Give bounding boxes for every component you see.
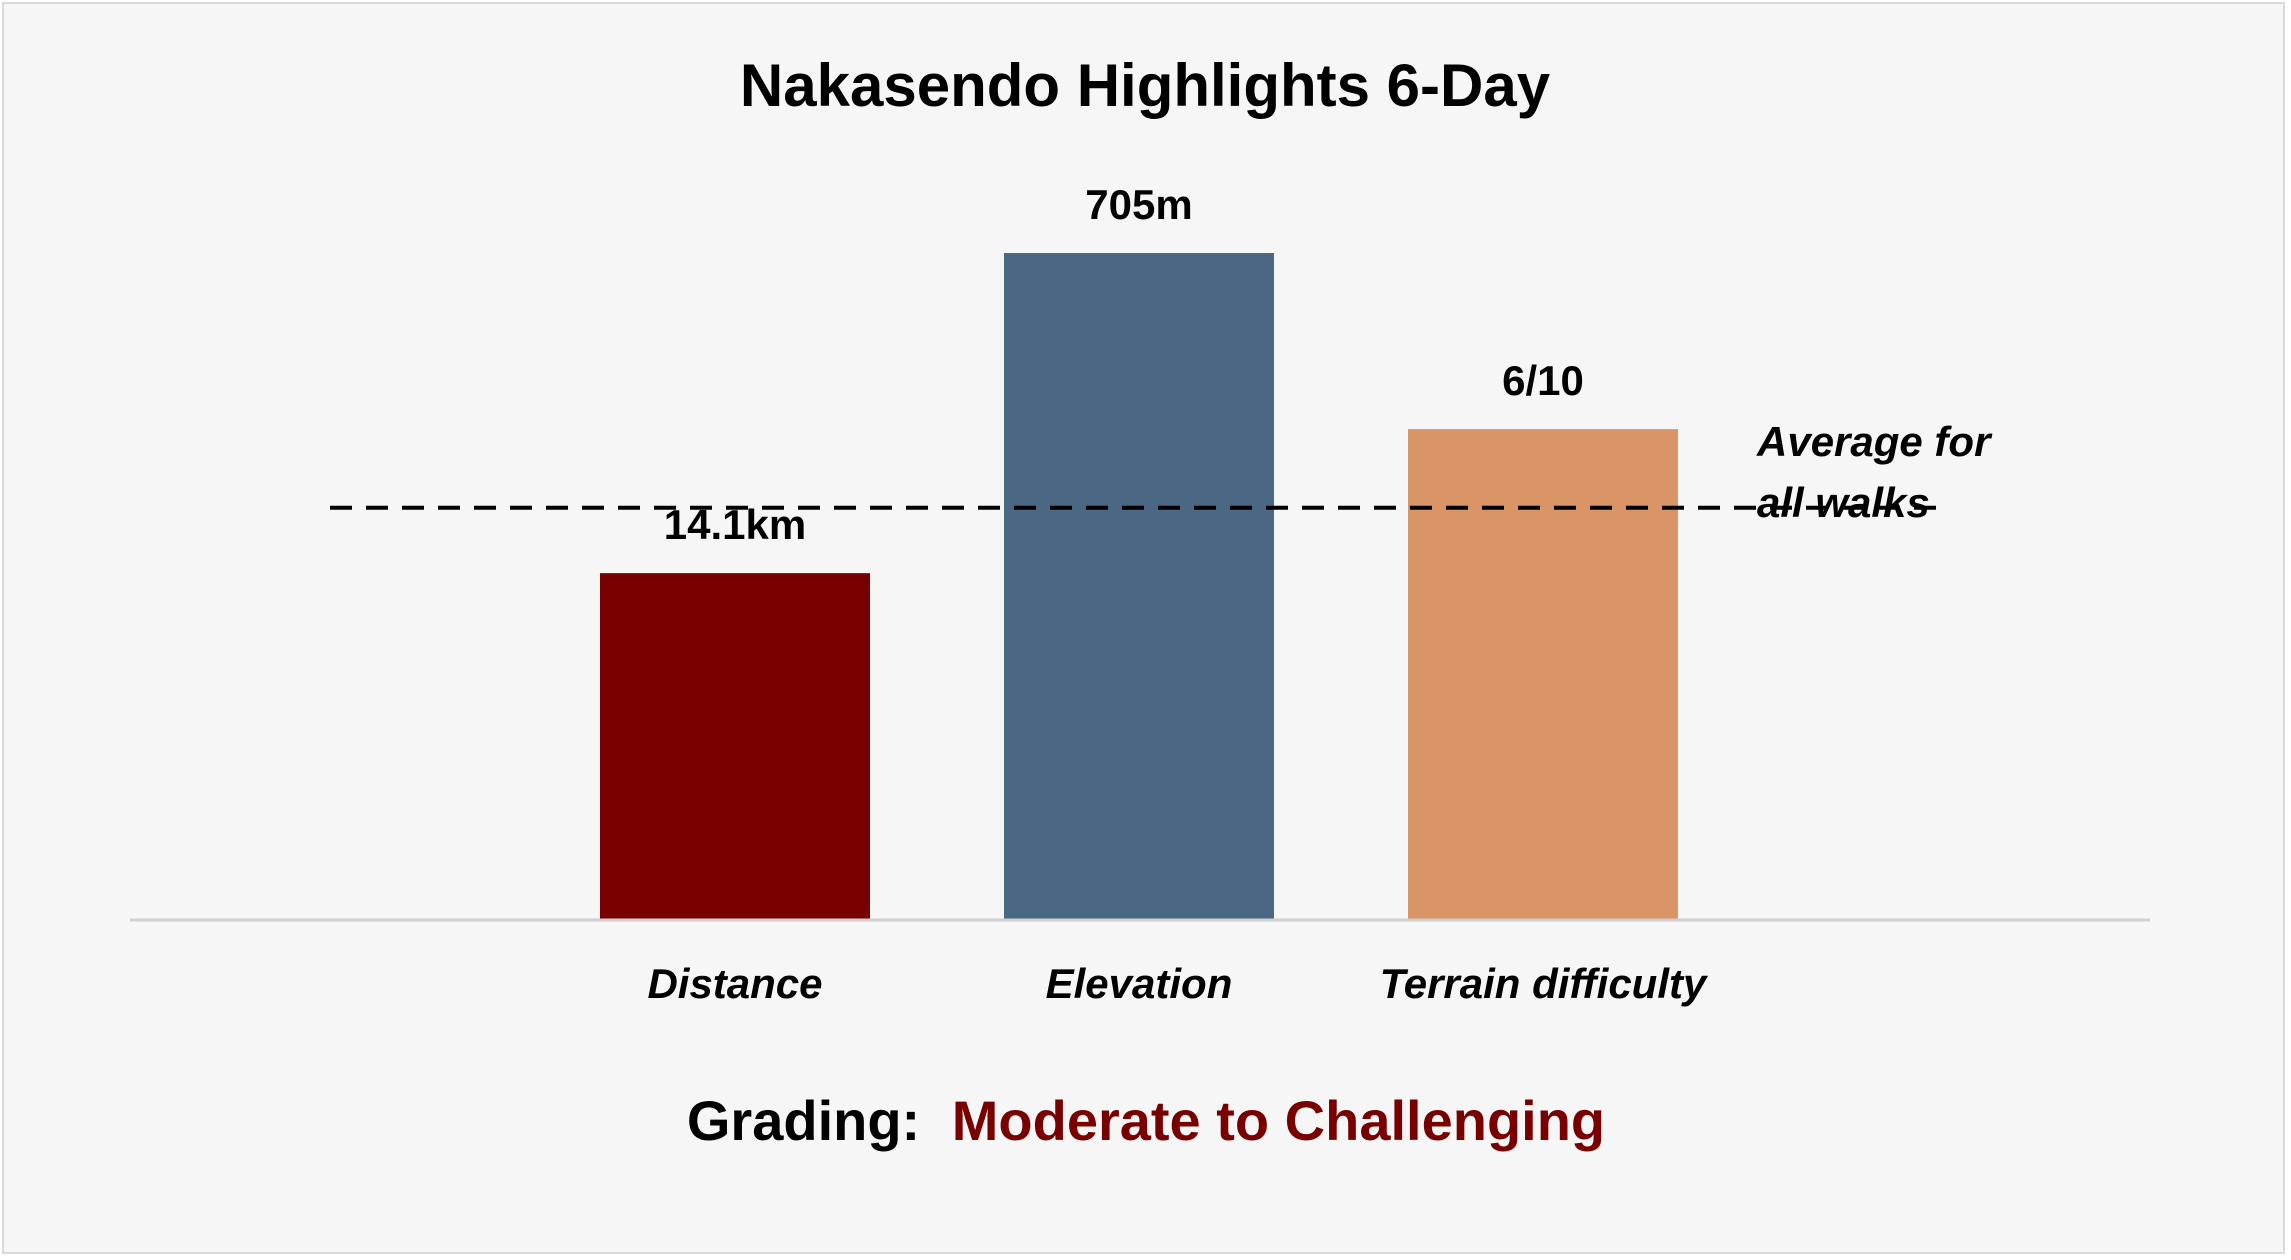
data-label: 14.1km: [664, 501, 806, 548]
data-label: 705m: [1085, 181, 1192, 228]
category-label: Distance: [647, 960, 822, 1007]
chart-title: Nakasendo Highlights 6-Day: [740, 52, 1551, 119]
average-label-line2: all walks: [1757, 479, 1930, 526]
bar-elevation: [1004, 253, 1274, 920]
average-label-line1: Average for: [1756, 418, 1993, 465]
category-label: Elevation: [1046, 960, 1233, 1007]
grading-value: Moderate to Challenging: [952, 1089, 1605, 1152]
data-label: 6/10: [1502, 357, 1584, 404]
grading-footer: Grading: Moderate to Challenging: [687, 1089, 1605, 1152]
bars-group: [600, 253, 1678, 920]
data-labels-group: 14.1km 705m 6/10: [664, 181, 1584, 548]
grading-label: Grading:: [687, 1089, 920, 1152]
bar-terrain-difficulty: [1408, 429, 1678, 920]
bar-distance: [600, 573, 870, 920]
category-labels-group: Distance Elevation Terrain difficulty: [647, 960, 1709, 1007]
category-label: Terrain difficulty: [1380, 960, 1709, 1007]
